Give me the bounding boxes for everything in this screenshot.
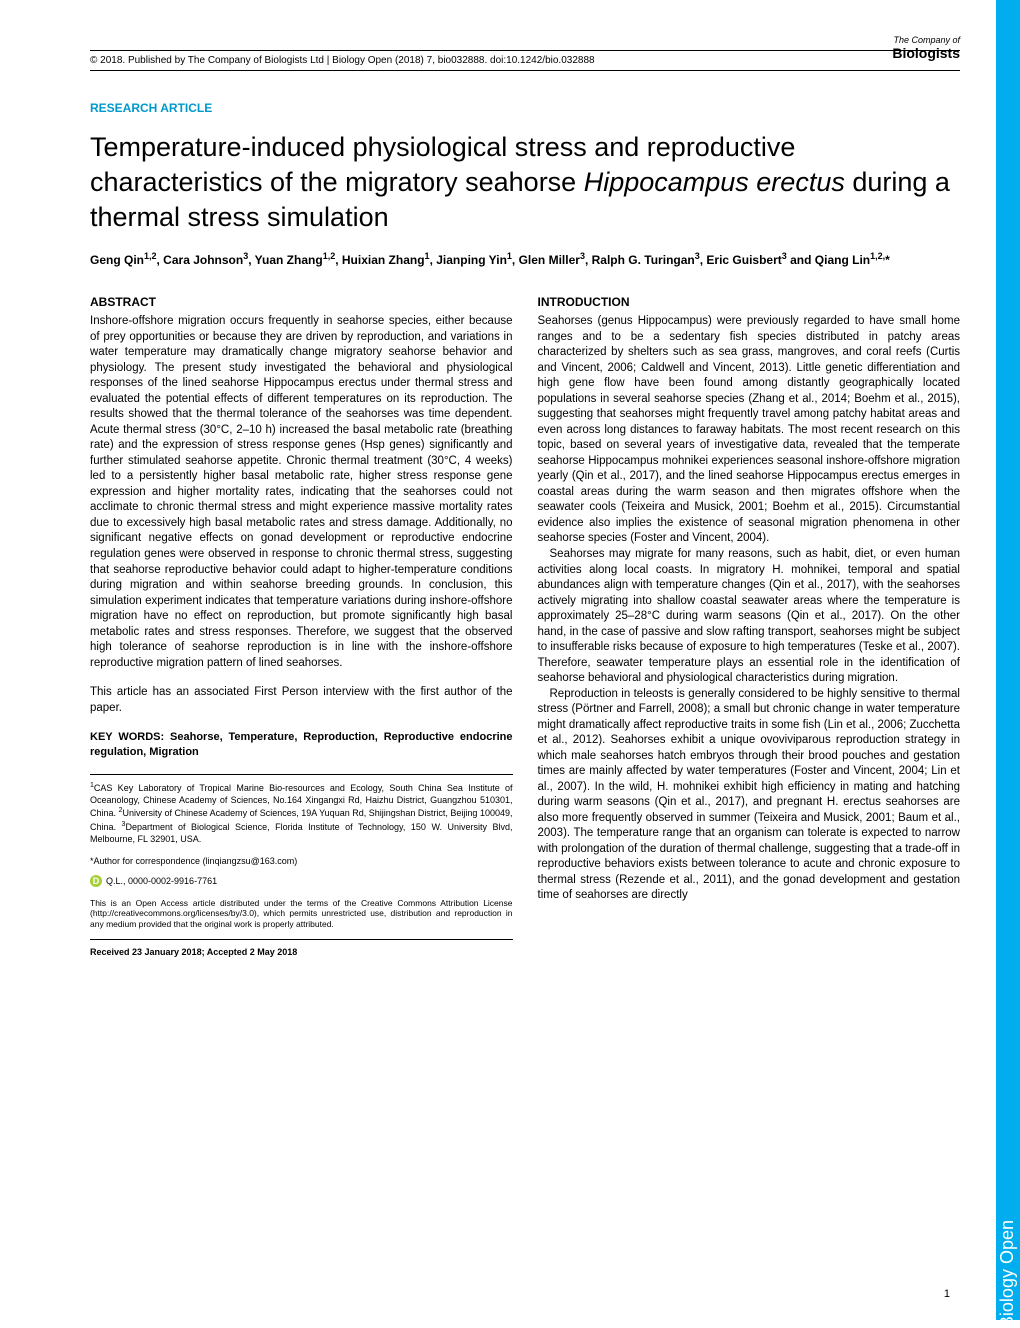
introduction-body: Seahorses (genus Hippocampus) were previ… xyxy=(538,314,961,904)
affiliations-block: 1CAS Key Laboratory of Tropical Marine B… xyxy=(90,781,513,845)
orcid-line: D Q.L., 0000-0002-9916-7761 xyxy=(90,875,513,887)
two-column-layout: ABSTRACT Inshore-offshore migration occu… xyxy=(90,294,960,959)
received-dates: Received 23 January 2018; Accepted 2 May… xyxy=(90,946,513,958)
intro-paragraph-2: Seahorses may migrate for many reasons, … xyxy=(538,547,961,687)
right-column: INTRODUCTION Seahorses (genus Hippocampu… xyxy=(538,294,961,959)
orcid-icon: D xyxy=(90,875,102,887)
copyright-text: © 2018. Published by The Company of Biol… xyxy=(90,55,595,66)
orcid-id: Q.L., 0000-0002-9916-7761 xyxy=(106,875,217,887)
first-person-note: This article has an associated First Per… xyxy=(90,685,513,716)
page-content: The Company of Biologists © 2018. Publis… xyxy=(0,0,1020,1320)
logo-company-text: The Company of xyxy=(892,35,960,45)
article-title: Temperature-induced physiological stress… xyxy=(90,130,960,235)
title-italic: Hippocampus erectus xyxy=(584,167,845,197)
abstract-heading: ABSTRACT xyxy=(90,294,513,310)
introduction-heading: INTRODUCTION xyxy=(538,294,961,310)
keywords-line: KEY WORDS: Seahorse, Temperature, Reprod… xyxy=(90,730,513,760)
correspondence-line: *Author for correspondence (linqiangzsu@… xyxy=(90,855,513,867)
publisher-logo: The Company of Biologists xyxy=(892,35,960,61)
header-bar: © 2018. Published by The Company of Biol… xyxy=(90,50,960,71)
article-type-label: RESEARCH ARTICLE xyxy=(90,101,960,115)
left-column: ABSTRACT Inshore-offshore migration occu… xyxy=(90,294,513,959)
intro-paragraph-3: Reproduction in teleosts is generally co… xyxy=(538,687,961,904)
divider xyxy=(90,939,513,940)
page-number: 1 xyxy=(944,1288,950,1300)
logo-biologists-text: Biologists xyxy=(892,45,960,61)
license-text: This is an Open Access article distribut… xyxy=(90,898,513,930)
divider xyxy=(90,774,513,775)
intro-paragraph-1: Seahorses (genus Hippocampus) were previ… xyxy=(538,314,961,547)
abstract-body: Inshore-offshore migration occurs freque… xyxy=(90,314,513,671)
authors-list: Geng Qin1,2, Cara Johnson3, Yuan Zhang1,… xyxy=(90,250,960,269)
